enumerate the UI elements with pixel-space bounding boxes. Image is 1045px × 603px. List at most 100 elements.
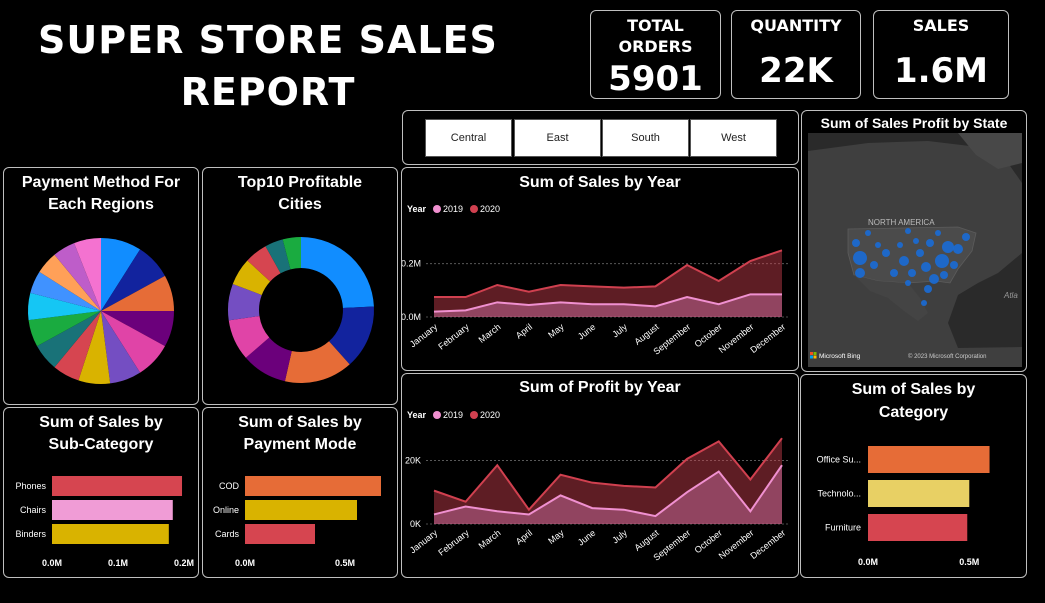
payment_pie-slice-7 xyxy=(54,311,101,381)
category-panel: Sum of Sales by Category Office Su... Tec… xyxy=(800,374,1027,578)
kpi-sales-label: SALES xyxy=(912,16,970,35)
sales_paymode-category-label-0: COD xyxy=(219,481,240,491)
state-bubble-4 xyxy=(882,249,890,257)
state-bubble-2 xyxy=(855,268,865,278)
state-bubble-8 xyxy=(916,249,924,257)
kpi-total-orders-label-2: ORDERS xyxy=(618,37,693,56)
state-bubble-6 xyxy=(899,256,909,266)
sales_category-category-label-1: Technolo... xyxy=(817,489,861,499)
payment_pie-slice-8 xyxy=(37,311,101,368)
paymode-title-2: Payment Mode xyxy=(243,436,357,453)
sales_paymode-bar-1 xyxy=(245,500,357,520)
payment_pie-slice-11 xyxy=(30,271,102,311)
profit_year-xtick-1: February xyxy=(436,527,471,557)
region-slicer: Central East South West xyxy=(402,110,799,165)
profit_year-legend-label-1: 2020 xyxy=(480,410,500,420)
profit_year-legend-title: Year xyxy=(407,410,427,420)
subcategory-title-2: Sub-Category xyxy=(48,436,154,453)
sales_subcategory-bar-2 xyxy=(52,524,169,544)
kpi-total-orders-label-1: TOTAL xyxy=(627,16,684,35)
category-title-1: Sum of Sales by xyxy=(851,381,976,398)
state-bubble-24 xyxy=(924,285,932,293)
sales_year-xtick-0: January xyxy=(408,321,440,349)
sales_subcategory-bar-0 xyxy=(52,476,183,496)
kpi-total-orders-card: TOTAL ORDERS 5901 xyxy=(590,10,721,99)
sales_paymode-bar-0 xyxy=(245,476,381,496)
payment_pie-slice-1 xyxy=(101,249,165,311)
cities_donut-slice-2 xyxy=(284,341,350,383)
sales_subcategory-category-label-0: Phones xyxy=(15,481,46,491)
payment_pie-slice-6 xyxy=(78,311,111,384)
state-bubble-20 xyxy=(865,230,871,236)
state-bubble-0 xyxy=(853,251,867,265)
state-bubble-9 xyxy=(921,262,931,272)
sales_year-legend-label-0: 2019 xyxy=(443,204,463,214)
report-title: SUPER STORE SALES REPORT xyxy=(8,14,528,118)
slicer-east-button[interactable]: East xyxy=(514,119,601,157)
sales_paymode-bar-2 xyxy=(245,524,315,544)
state-bubble-7 xyxy=(908,269,916,277)
state-bubble-22 xyxy=(962,233,970,241)
profit_year-legend-label-0: 2019 xyxy=(443,410,463,420)
state-bubble-14 xyxy=(950,261,958,269)
profit_year-area-2020 xyxy=(434,438,782,524)
state-bubble-3 xyxy=(870,261,878,269)
state-bubble-26 xyxy=(905,280,911,286)
sales_paymode-xtick-1: 0.5M xyxy=(335,558,355,568)
category-bar-chart: Office Su... Technolo... Furniture 0.0M 0.5M xyxy=(817,446,990,567)
state-bubble-13 xyxy=(953,244,963,254)
paymode-bar-chart: COD Online Cards 0.0M 0.5M xyxy=(213,476,381,568)
sales_subcategory-bar-1 xyxy=(52,500,173,520)
sales_year-area-2019 xyxy=(434,294,782,317)
cities-donut-title-1: Top10 Profitable xyxy=(237,174,363,191)
state-bubble-11 xyxy=(935,254,949,268)
sales_category-xtick-0: 0.0M xyxy=(858,557,878,567)
payment-pie-title-2: Each Regions xyxy=(48,196,154,213)
profit_year-xtick-11: December xyxy=(748,528,787,561)
map-canvas[interactable]: NORTH AMERICA Atla Microsoft Bing © 2023… xyxy=(808,133,1022,367)
profit_year-xtick-3: April xyxy=(514,528,534,547)
subcategory-title-1: Sum of Sales by xyxy=(39,414,163,431)
sales_year-line-2019 xyxy=(433,293,782,313)
payment_pie-slice-0 xyxy=(101,238,141,311)
sales_year-legend-marker-0 xyxy=(433,205,441,213)
slicer-central-button[interactable]: Central xyxy=(425,119,512,157)
sales_category-category-label-2: Furniture xyxy=(825,523,861,533)
sales_year-area-2020 xyxy=(434,250,782,317)
map-title: Sum of Sales Profit by State xyxy=(820,115,1008,131)
cities_donut-slice-7 xyxy=(247,246,281,282)
category-title-2: Category xyxy=(878,404,949,421)
cities_donut-slice-3 xyxy=(245,337,292,382)
sales_category-category-label-0: Office Su... xyxy=(817,455,861,465)
state-bubble-21 xyxy=(905,228,911,234)
map-copyright: © 2023 Microsoft Corporation xyxy=(908,353,986,360)
payment-pie-chart xyxy=(28,238,174,384)
payment_pie-slice-10 xyxy=(28,292,101,321)
kpi-total-orders-value: 5901 xyxy=(608,59,703,99)
profit_year-area-2019 xyxy=(434,465,782,524)
payment_pie-slice-2 xyxy=(101,275,174,311)
state-bubble-15 xyxy=(940,271,948,279)
slicer-west-button[interactable]: West xyxy=(690,119,777,157)
sales_year-ytick-0: 0.0M xyxy=(402,312,421,322)
cities_donut-slice-8 xyxy=(265,239,291,274)
payment-pie-title-1: Payment Method For xyxy=(21,174,181,191)
slicer-south-button[interactable]: South xyxy=(602,119,689,157)
kpi-sales-value: 1.6M xyxy=(893,51,989,91)
sales_year-xtick-7: August xyxy=(632,321,661,346)
report-title-line1: SUPER STORE SALES xyxy=(38,18,498,62)
profit_year-xtick-5: June xyxy=(576,528,598,548)
cities-donut-panel: Top10 Profitable Cities xyxy=(202,167,398,405)
subcategory-panel: Sum of Sales by Sub-Category Phones Chair… xyxy=(3,407,199,578)
sales_subcategory-xtick-2: 0.2M xyxy=(174,558,194,568)
profit_year-xtick-0: January xyxy=(408,527,440,555)
state-bubble-5 xyxy=(890,269,898,277)
mexico-shape xyxy=(854,275,928,321)
sales_category-bar-2 xyxy=(868,514,968,541)
cities_donut-slice-4 xyxy=(228,315,270,358)
map-ocean-label: Atla xyxy=(1003,291,1018,300)
kpi-quantity-card: QUANTITY 22K xyxy=(731,10,861,99)
profit_year-ytick-1: 20K xyxy=(405,455,421,465)
